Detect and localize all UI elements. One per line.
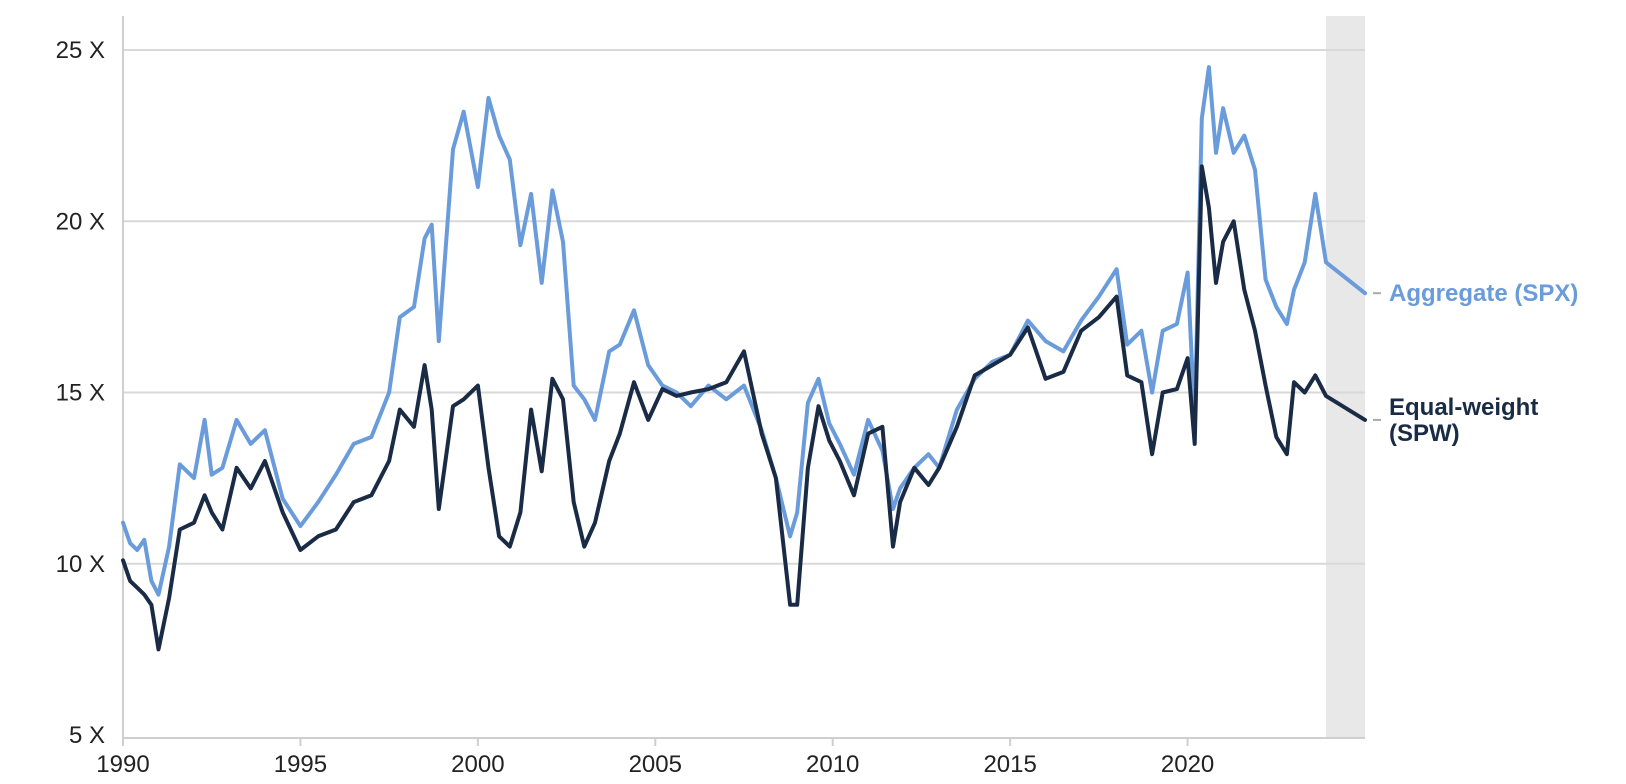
projection-shaded-region: [1325, 16, 1365, 738]
legend-label-aggregate: Aggregate (SPX): [1389, 280, 1578, 307]
series-line-equal-weight: [121, 164, 1367, 652]
y-tick-label: 20 X: [56, 208, 105, 235]
x-tick-label: 1995: [274, 751, 327, 778]
x-tick-label: 2005: [629, 751, 682, 778]
series-lines: [121, 65, 1367, 652]
x-tick-label: 1990: [96, 751, 149, 778]
x-tick-label: 2000: [451, 751, 504, 778]
series-line-aggregate: [121, 65, 1367, 597]
legend-label-equal-weight: Equal-weight: [1389, 394, 1538, 421]
gridlines: [123, 49, 1365, 565]
y-tick-label: 15 X: [56, 380, 105, 407]
legend: Aggregate (SPX) Equal-weight(SPW): [1373, 280, 1578, 447]
y-tick-label: 10 X: [56, 551, 105, 578]
y-tick-label: 25 X: [56, 37, 105, 64]
x-tick-label: 2010: [806, 751, 859, 778]
y-tick-label: 5 X: [69, 722, 105, 749]
legend-label-equal-weight: (SPW): [1389, 420, 1460, 447]
x-tick-label: 2015: [983, 751, 1036, 778]
x-tick-label: 2020: [1161, 751, 1214, 778]
y-tick-labels: 5 X 10 X 15 X 20 X 25 X: [56, 37, 105, 749]
x-tick-labels: 1990 1995 2000 2005 2010 2015 2020: [96, 738, 1214, 778]
